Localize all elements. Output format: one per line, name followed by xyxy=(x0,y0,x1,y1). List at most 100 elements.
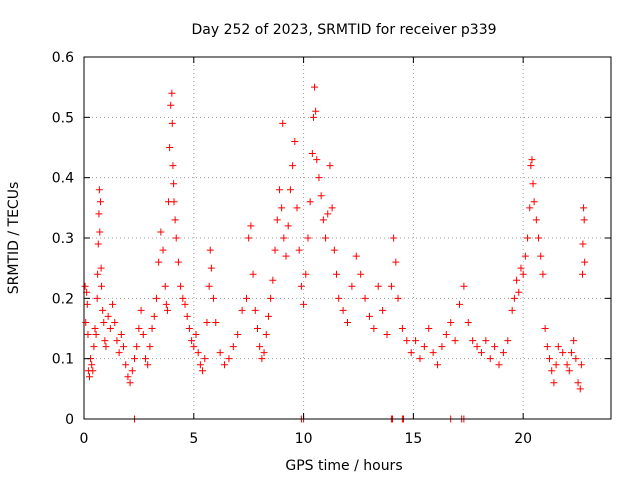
data-point xyxy=(269,276,277,284)
data-point xyxy=(539,270,547,278)
data-point xyxy=(95,186,103,194)
data-point xyxy=(300,300,308,308)
data-point xyxy=(508,306,516,314)
data-point xyxy=(120,343,128,351)
data-point xyxy=(515,288,523,296)
data-point xyxy=(206,246,214,254)
y-tick-label: 0.2 xyxy=(52,291,74,307)
data-point xyxy=(383,331,391,339)
data-point xyxy=(85,373,93,381)
data-point xyxy=(469,337,477,345)
data-point xyxy=(267,294,275,302)
data-point xyxy=(93,294,101,302)
data-point xyxy=(262,331,270,339)
data-point xyxy=(135,325,143,332)
data-point xyxy=(172,234,180,242)
data-point xyxy=(392,258,400,266)
data-point xyxy=(181,300,189,308)
data-point xyxy=(370,325,378,332)
data-point xyxy=(528,156,536,164)
data-point xyxy=(101,337,109,345)
data-point xyxy=(155,258,163,266)
data-point xyxy=(521,252,529,260)
data-point xyxy=(109,300,117,308)
data-point xyxy=(126,379,134,387)
data-point xyxy=(460,282,468,290)
data-point xyxy=(532,216,540,224)
data-point xyxy=(234,331,242,339)
y-tick-label: 0 xyxy=(65,412,74,428)
data-point xyxy=(473,343,481,351)
data-point xyxy=(491,343,499,351)
data-point xyxy=(510,294,518,302)
data-point xyxy=(273,216,281,224)
data-point xyxy=(574,379,582,387)
y-tick-label: 0.5 xyxy=(52,110,74,126)
data-point xyxy=(253,325,261,332)
x-tick-label: 20 xyxy=(514,431,532,447)
data-point xyxy=(133,343,141,351)
data-point xyxy=(297,282,305,290)
data-point xyxy=(541,325,549,332)
data-point xyxy=(210,294,218,302)
data-point xyxy=(348,282,356,290)
data-point xyxy=(312,107,320,115)
data-point xyxy=(365,312,373,320)
x-tick-label: 0 xyxy=(80,431,89,447)
data-point xyxy=(144,361,152,369)
data-point xyxy=(416,355,424,363)
data-point xyxy=(394,294,402,302)
data-point xyxy=(577,361,585,369)
data-point xyxy=(322,234,330,242)
x-axis-label: GPS time / hours xyxy=(285,458,402,474)
data-point xyxy=(185,325,193,332)
data-points xyxy=(81,83,589,423)
data-point xyxy=(199,367,207,375)
data-point xyxy=(572,355,580,363)
data-point xyxy=(141,355,149,363)
data-point xyxy=(174,258,182,266)
data-point xyxy=(317,192,325,200)
data-point xyxy=(179,294,187,302)
data-point xyxy=(357,270,365,278)
data-point xyxy=(434,361,442,369)
data-point xyxy=(579,240,587,248)
data-point xyxy=(330,246,338,254)
data-point xyxy=(374,282,382,290)
x-tick-label: 5 xyxy=(189,431,198,447)
data-point xyxy=(548,367,556,375)
data-point xyxy=(275,186,283,194)
data-point xyxy=(90,343,98,351)
data-point xyxy=(104,312,112,320)
data-point xyxy=(162,300,170,308)
data-point xyxy=(117,331,125,339)
y-tick-label: 0.4 xyxy=(52,171,74,187)
data-point xyxy=(102,343,110,351)
data-point xyxy=(477,349,485,357)
data-point xyxy=(552,361,560,369)
data-point xyxy=(148,325,156,332)
data-point xyxy=(242,294,250,302)
data-point xyxy=(529,180,537,188)
data-point xyxy=(438,343,446,351)
data-point xyxy=(150,312,158,320)
data-point xyxy=(526,204,534,212)
data-point xyxy=(203,318,211,326)
data-point xyxy=(168,119,176,127)
data-point xyxy=(339,306,347,314)
data-point xyxy=(84,331,92,339)
data-point xyxy=(169,162,177,170)
data-point xyxy=(95,210,103,218)
data-point xyxy=(535,234,543,242)
data-point xyxy=(190,343,198,351)
data-point xyxy=(83,300,91,308)
data-point xyxy=(238,306,246,314)
data-point xyxy=(499,349,507,357)
data-point xyxy=(486,355,494,363)
data-point xyxy=(387,282,395,290)
data-point xyxy=(258,355,266,363)
data-point xyxy=(455,300,463,308)
data-point xyxy=(94,270,102,278)
data-point xyxy=(311,83,319,91)
data-point xyxy=(513,276,521,284)
